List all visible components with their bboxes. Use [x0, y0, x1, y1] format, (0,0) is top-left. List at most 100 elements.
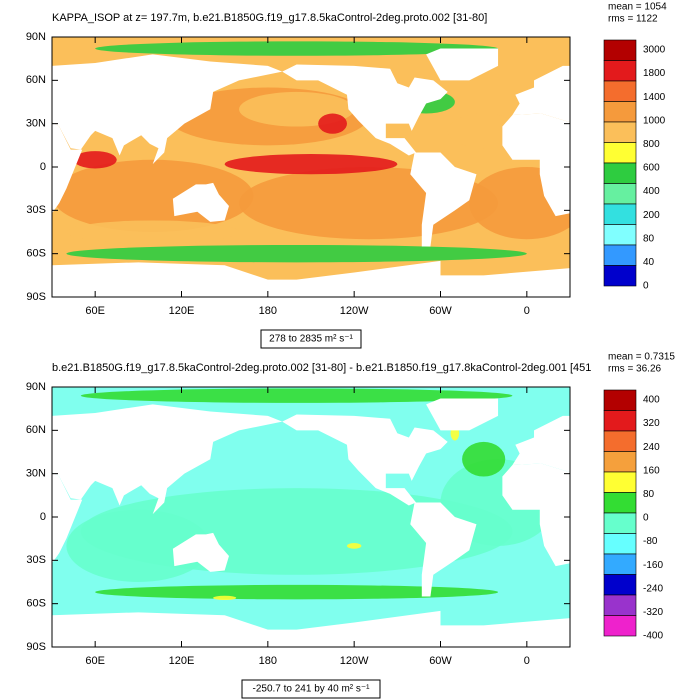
range-label: -250.7 to 241 by 40 m² s⁻¹ [252, 684, 370, 695]
field-region [224, 154, 398, 175]
colorbar-label: 0 [643, 281, 649, 292]
lon-label: 120W [340, 655, 369, 667]
stat-text: mean = 0.7315 [608, 352, 675, 363]
lon-label: 0 [524, 655, 530, 667]
colorbar-label: 800 [643, 139, 660, 150]
colorbar-label: 40 [643, 257, 655, 268]
field-region [346, 543, 362, 549]
colorbar-label: 80 [643, 233, 655, 244]
colorbar-label: 1400 [643, 92, 666, 103]
lat-label: 90N [26, 31, 46, 43]
field-region [95, 41, 499, 56]
colorbar-box [603, 615, 637, 637]
land [52, 122, 83, 214]
land [426, 398, 499, 431]
land [512, 415, 570, 473]
lat-label: 60N [26, 74, 46, 86]
colorbar-box [603, 533, 637, 555]
colorbar-label: 1800 [643, 68, 666, 79]
colorbar-box [603, 430, 637, 452]
map [52, 387, 570, 647]
land [52, 260, 570, 297]
colorbar-box [603, 471, 637, 493]
land [52, 54, 283, 165]
colorbar-box [603, 162, 637, 184]
lat-label: 30N [26, 468, 46, 480]
range-box [260, 329, 362, 349]
stat-text: mean = 1054 [608, 2, 667, 13]
colorbar-box [603, 389, 637, 411]
land [282, 414, 448, 506]
land [52, 404, 283, 515]
land [426, 48, 499, 81]
lat-label: 90N [26, 381, 46, 393]
colorbar-box [603, 594, 637, 616]
colorbar-label: -80 [643, 536, 658, 547]
colorbar-box [603, 142, 637, 164]
lon-label: 120E [169, 655, 195, 667]
lat-label: 90S [26, 641, 46, 653]
colorbar-box [603, 492, 637, 514]
colorbar-label: 600 [643, 163, 660, 174]
field-region [80, 388, 513, 403]
colorbar-box [603, 183, 637, 205]
land [512, 65, 570, 123]
colorbar-box [603, 203, 637, 225]
lat-label: 30S [26, 554, 46, 566]
field-region [66, 245, 527, 263]
colorbar-label: 160 [643, 465, 660, 476]
field-region [462, 441, 506, 477]
field-region [447, 113, 520, 149]
lat-label: 60N [26, 424, 46, 436]
colorbar-label: -240 [643, 583, 663, 594]
range-label: 278 to 2835 m² s⁻¹ [269, 334, 353, 345]
colorbar-box [603, 101, 637, 123]
land [502, 113, 570, 217]
land [172, 532, 229, 572]
land [52, 472, 83, 564]
colorbar-label: 3000 [643, 45, 666, 56]
colorbar-label: 80 [643, 489, 655, 500]
lat-label: 30N [26, 118, 46, 130]
lon-label: 0 [524, 305, 530, 317]
land [282, 64, 448, 156]
field-region [73, 151, 117, 169]
colorbar-box [603, 410, 637, 432]
colorbar-label: 400 [643, 186, 660, 197]
colorbar-label: -320 [643, 607, 663, 618]
colorbar-label: 0 [643, 513, 649, 524]
panel-title: KAPPA_ISOP at z= 197.7m, b.e21.B1850G.f1… [52, 12, 487, 24]
colorbar-label: -160 [643, 560, 663, 571]
colorbar-box [603, 574, 637, 596]
field-region [95, 584, 499, 600]
land [502, 463, 570, 567]
colorbar-label: 400 [643, 395, 660, 406]
colorbar-box [603, 265, 637, 287]
field-region [66, 220, 240, 244]
colorbar-box [603, 60, 637, 82]
stat-text: rms = 36.26 [608, 364, 662, 375]
lon-label: 60W [429, 305, 452, 317]
colorbar-box [603, 39, 637, 61]
colorbar-box [603, 121, 637, 143]
lat-label: 0 [40, 511, 46, 523]
colorbar-label: 320 [643, 418, 660, 429]
lat-label: 30S [26, 204, 46, 216]
lon-label: 120W [340, 305, 369, 317]
land [410, 152, 477, 247]
lon-label: 180 [259, 655, 277, 667]
colorbar-label: 1000 [643, 115, 666, 126]
lat-label: 60S [26, 598, 46, 610]
land [172, 182, 229, 222]
colorbar-label: 240 [643, 442, 660, 453]
lon-label: 120E [169, 305, 195, 317]
lat-label: 90S [26, 291, 46, 303]
range-box [241, 679, 381, 699]
map [52, 37, 570, 297]
colorbar-label: 200 [643, 210, 660, 221]
colorbar-label: -400 [643, 631, 663, 642]
colorbar-box [603, 451, 637, 473]
lat-label: 0 [40, 161, 46, 173]
colorbar-box [603, 224, 637, 246]
